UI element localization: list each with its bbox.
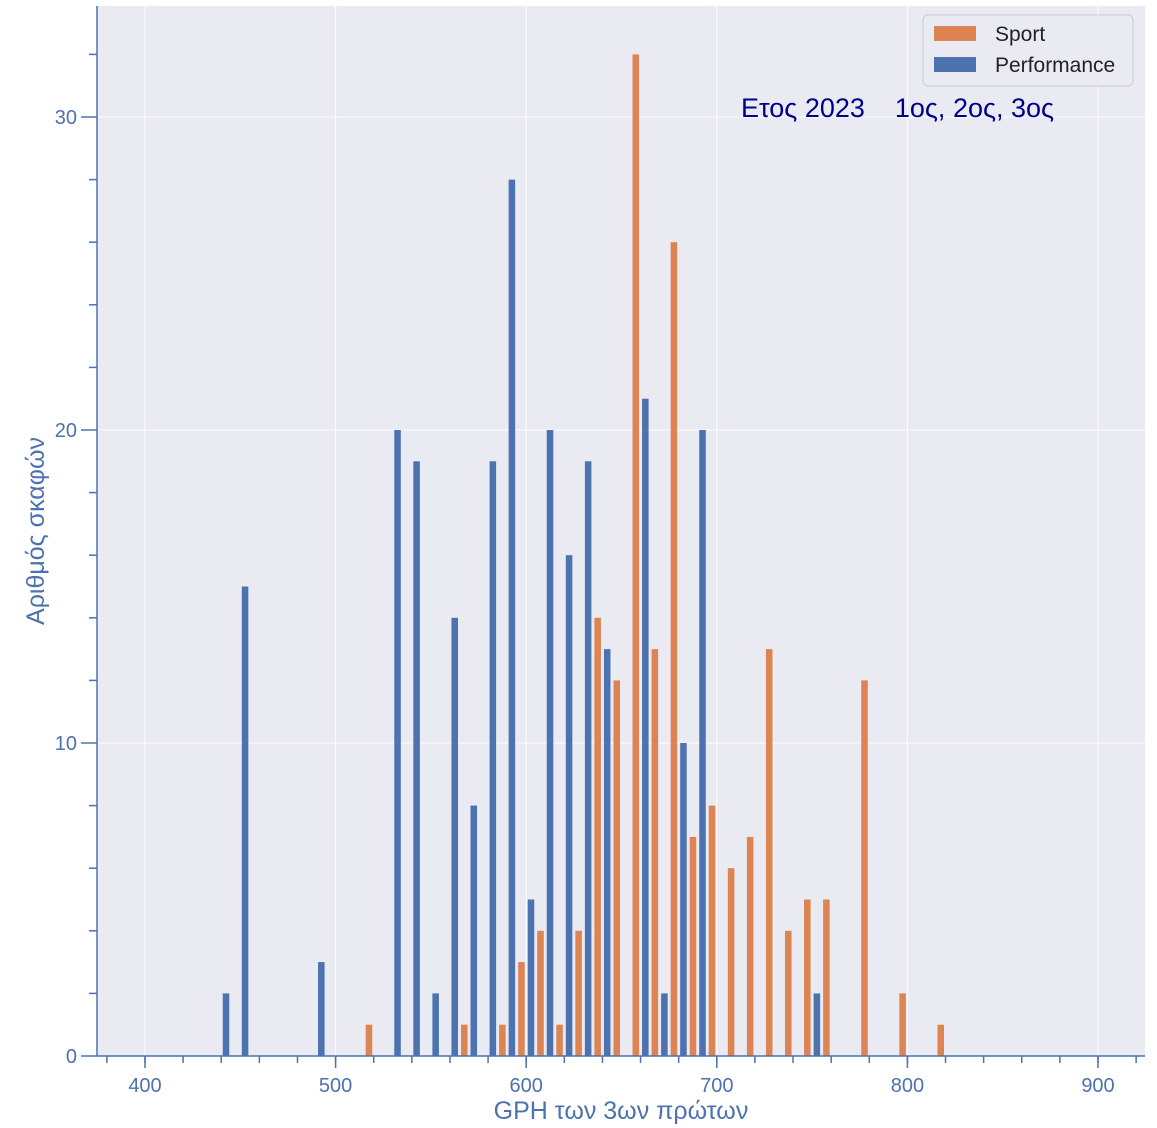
bar-sport [499, 1024, 506, 1056]
bar-performance [470, 805, 478, 1056]
bar-sport [651, 649, 659, 1056]
bar-performance [527, 899, 535, 1056]
bar-performance [584, 461, 592, 1056]
bar-performance [394, 430, 401, 1056]
bar-performance [241, 586, 249, 1056]
bar-sport [861, 680, 868, 1056]
y-tick-label: 30 [55, 107, 77, 129]
bar-performance [699, 430, 706, 1056]
axes: 400 500 600 700 800 900 0 10 20 30 [55, 6, 1145, 1097]
bar-sport [575, 930, 582, 1056]
legend-label-sport: Sport [995, 23, 1045, 46]
legend-swatch-performance [934, 57, 976, 72]
plot-background [97, 6, 1145, 1056]
x-tick-label: 800 [891, 1075, 924, 1097]
bar-performance [565, 555, 573, 1056]
y-tick-label: 10 [55, 733, 77, 755]
bar-performance [680, 743, 687, 1056]
bar-sport [899, 993, 906, 1056]
bar-performance [813, 993, 821, 1056]
bar-performance [318, 962, 325, 1056]
bar-performance [432, 993, 439, 1056]
bar-sport [365, 1024, 373, 1056]
bar-performance [222, 993, 230, 1056]
x-tick-label: 500 [319, 1075, 352, 1097]
bar-performance [451, 617, 458, 1056]
bar-sport [632, 54, 640, 1056]
bar-sport [708, 805, 716, 1056]
bar-sport [823, 899, 830, 1056]
x-tick-label: 700 [700, 1075, 733, 1097]
bar-sport [460, 1024, 468, 1056]
legend: Sport Performance [922, 14, 1134, 87]
bar-performance [661, 993, 668, 1056]
annotation-text: Ετος 2023 1ος, 2ος, 3ος [741, 93, 1054, 123]
bars [222, 54, 945, 1057]
bar-sport [727, 868, 735, 1056]
bar-sport [594, 617, 601, 1056]
x-tick-label: 900 [1081, 1075, 1114, 1097]
bar-performance [603, 649, 611, 1056]
x-tick-label: 400 [128, 1075, 161, 1097]
bar-sport [804, 899, 811, 1056]
bar-sport [556, 1024, 563, 1056]
bar-performance [489, 461, 497, 1056]
x-axis-label: GPH των 3ων πρώτων [494, 1097, 749, 1125]
bar-sport [537, 930, 544, 1056]
bar-performance [413, 461, 420, 1056]
bar-sport [746, 836, 754, 1056]
bar-performance [546, 430, 554, 1056]
y-tick-label: 20 [55, 420, 77, 442]
y-tick-label: 0 [66, 1046, 77, 1068]
legend-label-performance: Performance [995, 54, 1115, 77]
legend-swatch-sport [934, 26, 976, 41]
bar-sport [689, 836, 697, 1056]
bar-sport [785, 930, 792, 1056]
y-axis-label: Αριθμός σκαφών [22, 437, 50, 625]
bar-sport [518, 962, 525, 1056]
x-tick-label: 600 [510, 1075, 543, 1097]
bar-sport [670, 242, 678, 1056]
bar-performance [508, 179, 516, 1057]
bar-sport [937, 1024, 945, 1056]
bar-performance [642, 398, 649, 1056]
bar-sport [765, 649, 773, 1056]
bar-sport [613, 680, 620, 1056]
